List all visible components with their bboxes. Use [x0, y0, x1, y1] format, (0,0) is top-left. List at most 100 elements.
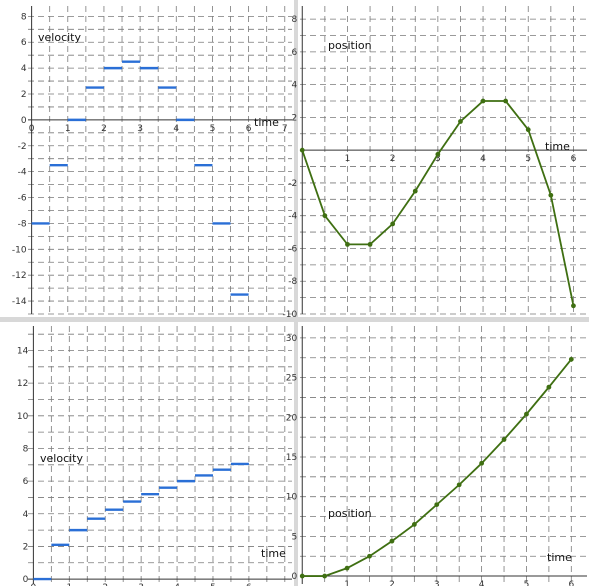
position-point — [344, 565, 350, 571]
position-point — [367, 553, 372, 559]
x-axis-label: time — [545, 140, 570, 153]
x-tick-label: 0 — [31, 583, 37, 586]
position-point — [411, 522, 417, 527]
x-axis-label: time — [261, 547, 286, 560]
x-tick-label: 5 — [210, 124, 216, 134]
x-tick-label: 2 — [101, 124, 107, 134]
x-tick-label: 3 — [138, 583, 144, 586]
x-axis-label: time — [547, 551, 572, 564]
vertical-panel-separator — [294, 0, 298, 586]
x-tick-label: 5 — [524, 580, 530, 586]
y-tick-label: -2 — [288, 179, 297, 189]
y-tick-label: 4 — [21, 64, 27, 74]
y-tick-label: 4 — [292, 81, 298, 91]
position-point — [458, 119, 463, 124]
y-axis-label: position — [328, 39, 372, 52]
y-tick-label: 25 — [286, 374, 297, 384]
position-point — [571, 303, 576, 309]
position-point — [480, 98, 486, 104]
y-tick-label: -8 — [288, 277, 297, 287]
position-point — [434, 502, 440, 508]
position-point — [412, 188, 418, 194]
x-tick-label: 6 — [571, 154, 577, 164]
x-tick-label: 1 — [66, 583, 72, 586]
position-point — [367, 241, 373, 247]
y-tick-label: -4 — [288, 212, 297, 222]
position-bottom-panel: 1 2 3 4 5 6 30 25 20 15 10 5 0 time position — [286, 326, 587, 586]
y-tick-label: 0 — [23, 575, 29, 585]
x-tick-label: 2 — [390, 154, 396, 164]
x-tick-label: 4 — [174, 583, 180, 586]
y-tick-label: 6 — [292, 48, 298, 58]
x-axis-label: time — [254, 116, 279, 129]
x-tick-label: 4 — [479, 580, 485, 586]
position-point — [479, 460, 485, 466]
position-point — [390, 221, 396, 227]
x-tick-label: 7 — [282, 124, 288, 134]
position-point — [345, 241, 350, 247]
y-tick-label: 4 — [23, 510, 29, 520]
y-tick-label: 2 — [292, 113, 298, 123]
x-tick-label: 6 — [246, 583, 252, 586]
x-tick-label: 6 — [246, 124, 252, 134]
position-point — [525, 127, 531, 133]
y-axis-label: velocity — [40, 452, 83, 465]
y-tick-label: 2 — [23, 542, 29, 552]
y-tick-label: 6 — [23, 477, 29, 487]
y-tick-label: 5 — [292, 532, 298, 542]
position-point — [322, 213, 328, 219]
position-point — [456, 482, 462, 488]
position-point — [299, 147, 305, 153]
y-tick-label: -10 — [283, 310, 298, 320]
position-point — [546, 384, 552, 390]
y-tick-label: 8 — [292, 15, 298, 25]
x-tick-label: 4 — [173, 124, 179, 134]
position-point — [389, 538, 395, 544]
y-axis-label: position — [328, 507, 372, 520]
y-tick-label: 12 — [17, 379, 28, 389]
x-tick-label: 3 — [435, 154, 441, 164]
y-tick-label: -14 — [12, 297, 27, 307]
y-tick-label: 20 — [286, 413, 298, 423]
y-tick-label: -4 — [18, 168, 27, 178]
y-tick-label: 8 — [21, 12, 27, 22]
x-tick-label: 2 — [102, 583, 108, 586]
x-tick-label: 3 — [434, 580, 440, 586]
position-point — [299, 573, 305, 579]
position-top-panel: 1 2 3 4 5 6 8 6 4 2 -2 -4 -6 -8 -10 time position — [283, 6, 587, 320]
x-tick-label: 4 — [480, 154, 486, 164]
y-tick-label: -6 — [18, 194, 27, 204]
position-point — [524, 411, 529, 417]
y-tick-label: 14 — [17, 346, 29, 356]
y-tick-label: 30 — [286, 334, 298, 344]
y-tick-label: 0 — [292, 572, 298, 582]
x-tick-label: 5 — [525, 154, 531, 164]
y-tick-label: 10 — [286, 493, 298, 503]
velocity-bottom-panel: 012345614121086420timevelocity — [17, 326, 292, 586]
x-tick-label: 1 — [344, 580, 350, 586]
y-tick-label: 10 — [17, 412, 29, 422]
y-tick-label: -6 — [288, 244, 297, 254]
y-tick-label: 8 — [23, 444, 29, 454]
y-tick-label: -8 — [18, 219, 27, 229]
x-tick-label: 0 — [29, 124, 35, 134]
position-point — [503, 98, 509, 104]
position-point — [501, 437, 507, 442]
velocity-top-panel: 0 1 2 3 4 5 6 786420-2-4-6-8-10-12-14timeveloci… — [12, 6, 292, 315]
y-tick-label: -2 — [18, 142, 27, 152]
x-tick-label: 3 — [137, 124, 143, 134]
position-point — [322, 573, 328, 579]
position-point — [435, 151, 441, 157]
y-tick-label: 15 — [286, 453, 297, 463]
y-tick-label: 0 — [21, 116, 27, 126]
y-tick-label: 2 — [21, 90, 27, 100]
x-tick-label: 6 — [568, 580, 574, 586]
x-tick-label: 5 — [210, 583, 216, 586]
y-tick-label: -12 — [12, 271, 27, 281]
position-point — [548, 192, 554, 198]
y-tick-label: -10 — [12, 245, 27, 255]
position-point — [568, 356, 574, 362]
x-tick-label: 1 — [345, 154, 351, 164]
y-tick-label: 6 — [21, 38, 27, 48]
